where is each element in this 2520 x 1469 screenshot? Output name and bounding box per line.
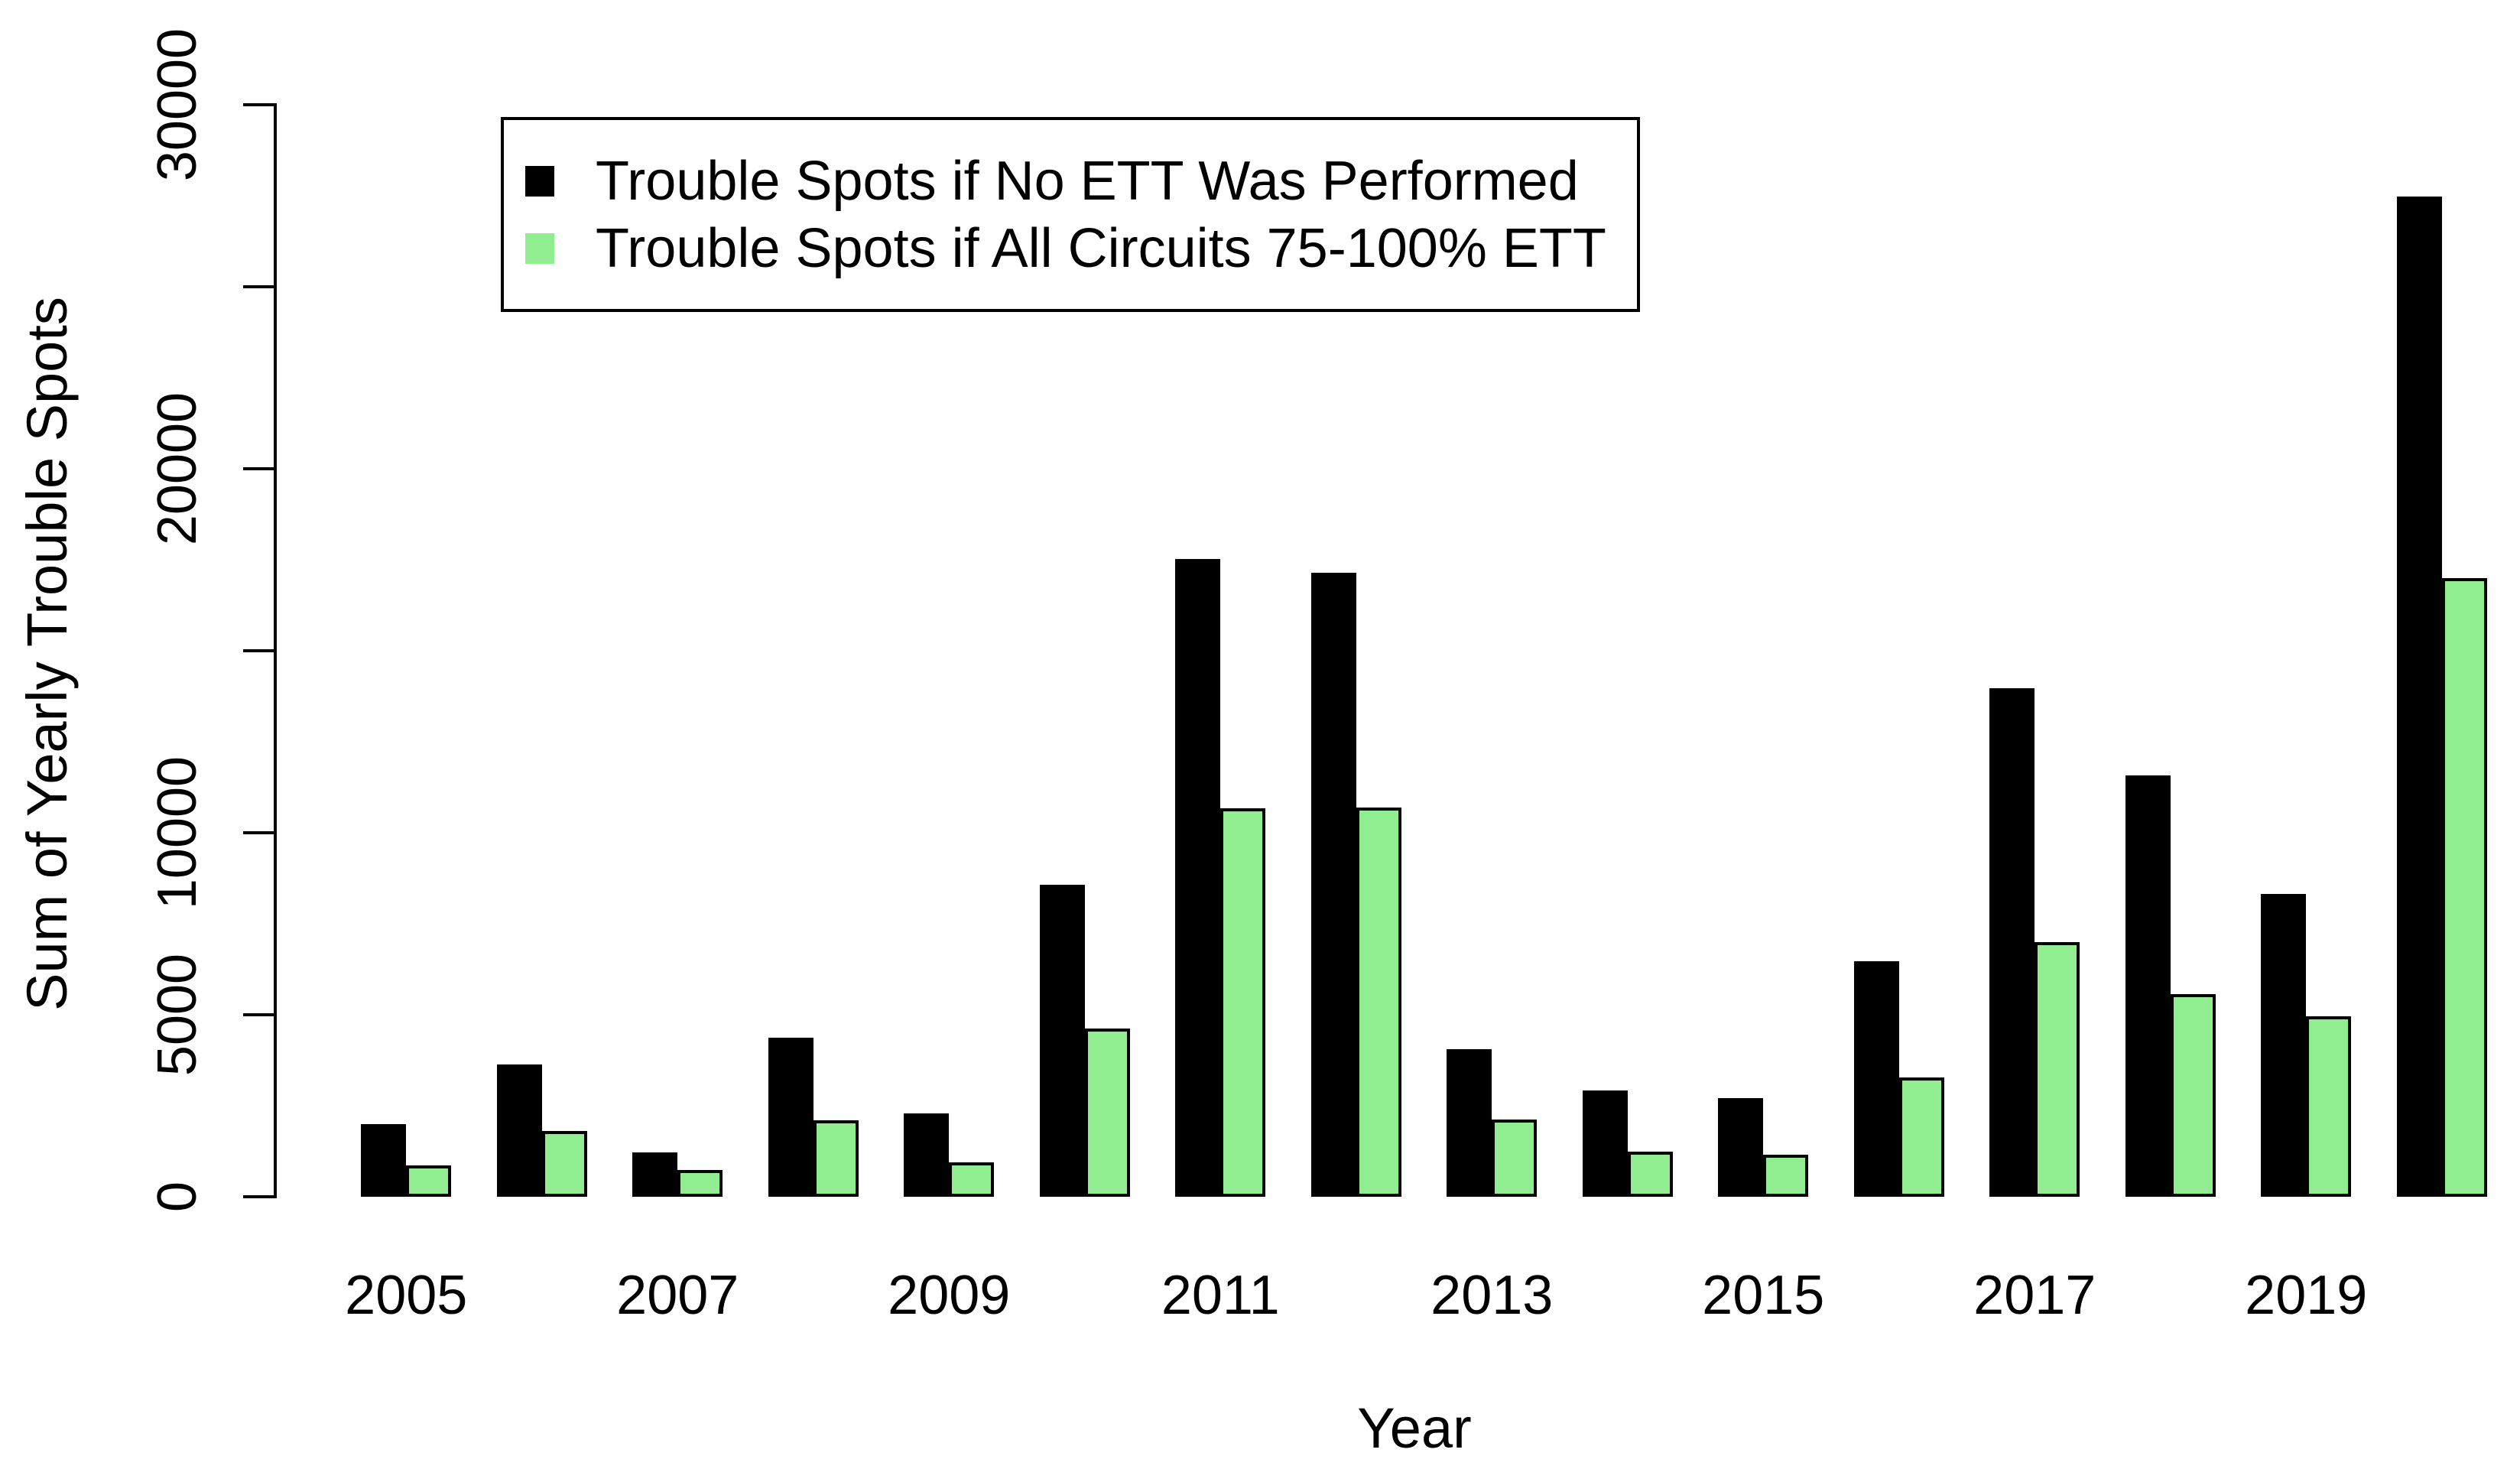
bar-2009-no-ett: [904, 1113, 950, 1197]
bar-2005-no-ett: [361, 1123, 407, 1197]
bar-2011-no-ett: [1175, 558, 1221, 1197]
legend-label-ett-75-100: Trouble Spots if All Circuits 75-100% ET…: [596, 217, 1606, 279]
legend-swatch-black-icon: [525, 165, 554, 197]
y-tick-label-0: 0: [147, 1181, 208, 1213]
bar-2008-ett-75-100: [813, 1120, 859, 1197]
y-tick-0: [243, 1195, 274, 1198]
bar-2018-ett-75-100: [2170, 994, 2216, 1197]
x-tick-label-2007: 2007: [616, 1265, 739, 1326]
bar-2011-ett-75-100: [1220, 808, 1266, 1197]
y-tick-label-30000: 30000: [147, 28, 208, 182]
bar-2013-ett-75-100: [1492, 1119, 1538, 1197]
y-tick-label-20000: 20000: [147, 392, 208, 546]
bar-2013-no-ett: [1447, 1049, 1492, 1197]
bar-2012-ett-75-100: [1356, 807, 1401, 1197]
y-tick-5000: [243, 1013, 274, 1016]
legend: Trouble Spots if No ETT Was Performed Tr…: [501, 117, 1640, 312]
bar-2014-ett-75-100: [1627, 1151, 1673, 1197]
x-tick-label-2005: 2005: [345, 1265, 468, 1326]
bar-2006-ett-75-100: [541, 1130, 587, 1197]
bar-2007-no-ett: [632, 1152, 678, 1197]
bar-2008-no-ett: [768, 1037, 813, 1197]
bar-2006-no-ett: [496, 1064, 542, 1197]
bar-2020-no-ett: [2396, 196, 2442, 1197]
y-tick-label-5000: 5000: [147, 953, 208, 1077]
x-tick-label-2015: 2015: [1702, 1265, 1825, 1326]
bar-2019-ett-75-100: [2306, 1016, 2352, 1197]
bar-2017-ett-75-100: [2035, 941, 2080, 1197]
legend-swatch-green-icon: [525, 232, 554, 264]
y-axis-title: Sum of Yearly Trouble Spots: [15, 297, 79, 1011]
legend-label-no-ett: Trouble Spots if No ETT Was Performed: [596, 150, 1579, 212]
bar-2009-ett-75-100: [949, 1162, 995, 1197]
bar-2005-ett-75-100: [406, 1165, 452, 1197]
y-tick-15000: [243, 649, 274, 652]
x-tick-label-2019: 2019: [2245, 1265, 2368, 1326]
bar-2015-ett-75-100: [1763, 1155, 1809, 1197]
bar-2010-no-ett: [1039, 885, 1085, 1197]
x-tick-label-2011: 2011: [1161, 1265, 1280, 1326]
bar-2016-ett-75-100: [1898, 1077, 1944, 1197]
y-tick-25000: [243, 285, 274, 288]
y-tick-label-10000: 10000: [147, 756, 208, 910]
legend-item-no-ett: Trouble Spots if No ETT Was Performed: [525, 154, 1637, 209]
bar-2007-ett-75-100: [677, 1169, 723, 1197]
bar-2018-no-ett: [2125, 775, 2171, 1197]
bar-2014-no-ett: [1582, 1090, 1628, 1197]
x-axis-title: Year: [1357, 1396, 1472, 1460]
bar-2012-no-ett: [1310, 572, 1356, 1197]
y-tick-20000: [243, 467, 274, 470]
x-tick-label-2013: 2013: [1430, 1265, 1554, 1326]
x-tick-label-2009: 2009: [888, 1265, 1011, 1326]
legend-item-ett-75-100: Trouble Spots if All Circuits 75-100% ET…: [525, 221, 1637, 276]
bar-2020-ett-75-100: [2441, 577, 2487, 1197]
bar-2015-no-ett: [1718, 1097, 1764, 1197]
bar-2010-ett-75-100: [1084, 1028, 1130, 1197]
y-axis-line: [274, 103, 277, 1198]
bar-2017-no-ett: [1989, 687, 2035, 1197]
y-tick-30000: [243, 103, 274, 106]
bar-2019-no-ett: [2261, 893, 2307, 1197]
y-tick-10000: [243, 831, 274, 834]
bar-2016-no-ett: [1853, 960, 1899, 1197]
x-tick-label-2017: 2017: [1973, 1265, 2096, 1326]
